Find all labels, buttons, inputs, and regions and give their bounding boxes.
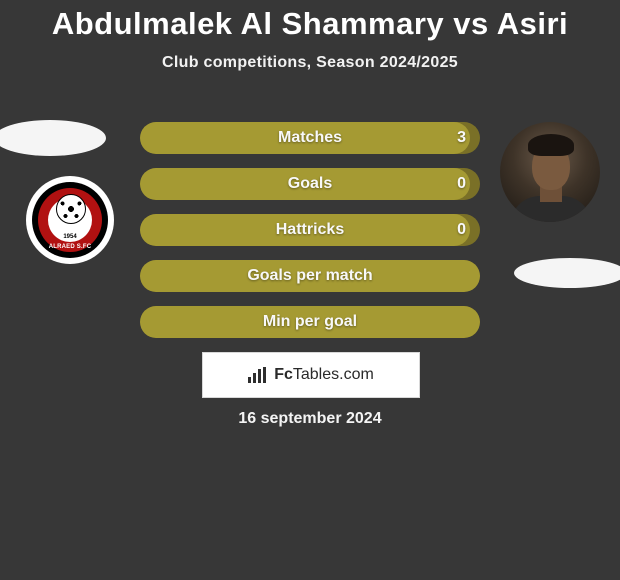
stat-bar: Hattricks0 — [140, 214, 480, 246]
site-suffix: Tables.com — [293, 366, 374, 383]
stat-bar-value: 0 — [457, 168, 466, 200]
player-avatar-right — [500, 122, 600, 222]
club-logo-left: 1954 ALRAED S.FC — [28, 178, 112, 262]
stat-bar-label: Hattricks — [140, 214, 480, 246]
stat-bar-value: 3 — [457, 122, 466, 154]
page-title: Abdulmalek Al Shammary vs Asiri — [0, 0, 620, 42]
club-logo-year: 1954 — [28, 234, 112, 240]
site-watermark-text: FcTables.com — [274, 366, 374, 384]
stat-bar: Matches3 — [140, 122, 480, 154]
soccer-ball-icon — [56, 194, 86, 224]
site-prefix: Fc — [274, 366, 293, 383]
stat-bar-label: Goals — [140, 168, 480, 200]
site-watermark: FcTables.com — [202, 352, 420, 398]
club-logo-text: ALRAED S.FC — [28, 244, 112, 250]
stat-bar: Goals per match — [140, 260, 480, 292]
right-blank-ellipse — [514, 258, 620, 288]
stat-bar: Min per goal — [140, 306, 480, 338]
stat-bar-label: Matches — [140, 122, 480, 154]
stat-bar: Goals0 — [140, 168, 480, 200]
stat-bar-label: Min per goal — [140, 306, 480, 338]
stat-bar-value: 0 — [457, 214, 466, 246]
stat-bar-label: Goals per match — [140, 260, 480, 292]
footer-date: 16 september 2024 — [0, 410, 620, 428]
bars-chart-icon — [248, 367, 268, 383]
page-subtitle: Club competitions, Season 2024/2025 — [0, 54, 620, 72]
stats-bar-group: Matches3Goals0Hattricks0Goals per matchM… — [140, 122, 480, 352]
left-blank-ellipse — [0, 120, 106, 156]
